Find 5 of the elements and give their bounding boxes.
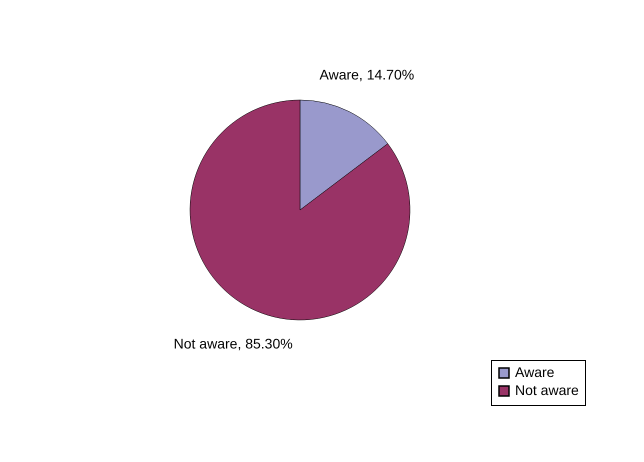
legend-label: Not aware xyxy=(515,382,580,398)
data-label: Not aware, 85.30% xyxy=(174,335,293,352)
pie-slice xyxy=(190,100,410,320)
legend-label: Aware xyxy=(515,364,555,380)
data-label: Aware, 14.70% xyxy=(319,66,414,83)
